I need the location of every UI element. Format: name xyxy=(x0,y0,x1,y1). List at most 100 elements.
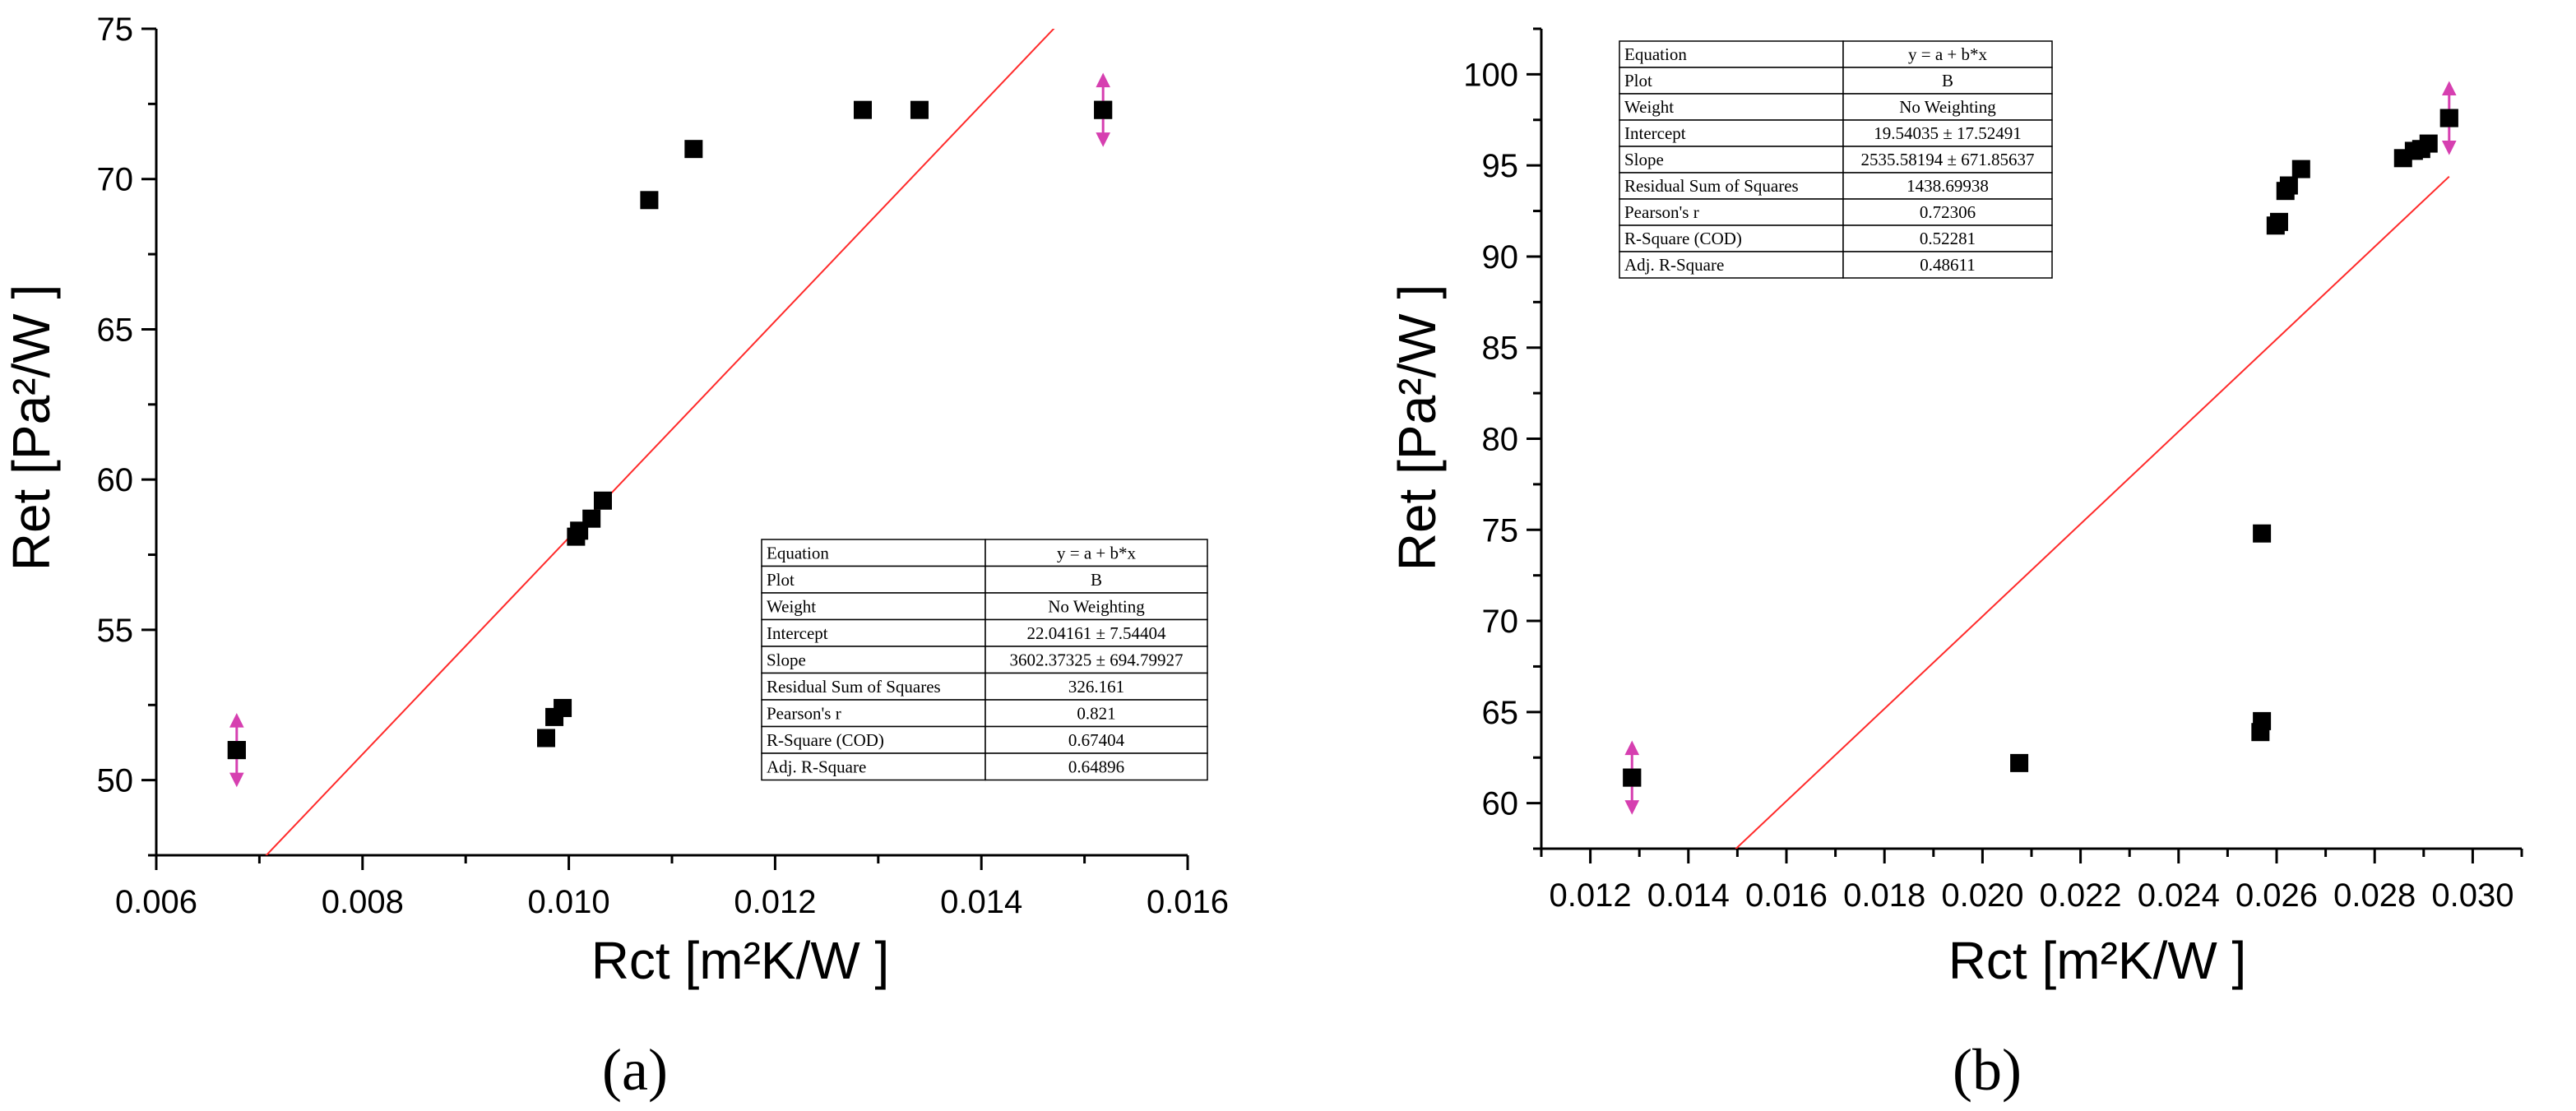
plot-area xyxy=(1623,81,2458,849)
table-cell xyxy=(761,565,986,594)
x-axis-title: Rct [m²K/W ] xyxy=(1948,931,2247,990)
table-row-value: 0.48611 xyxy=(1920,255,1975,275)
table-row-label: Residual Sum of Squares xyxy=(1624,176,1799,196)
x-axis-title: Rct [m²K/W ] xyxy=(591,931,890,990)
table-cell xyxy=(985,539,1208,567)
panel-label: (a) xyxy=(602,1037,668,1103)
plot-area xyxy=(227,29,1113,855)
y-tick-label: 70 xyxy=(97,162,134,198)
table-row-label: Equation xyxy=(1624,44,1687,64)
y-axis-title: Ret [Pa²/W ] xyxy=(1388,285,1447,572)
table-row-value: y = a + b*x xyxy=(1908,44,1988,64)
data-point-highlighted xyxy=(1094,100,1113,119)
y-tick-label: 90 xyxy=(1482,239,1519,275)
x-tick-label: 0.008 xyxy=(322,884,404,920)
data-point xyxy=(2269,212,2288,231)
table-row-label: Pearson's r xyxy=(1624,202,1699,222)
data-point xyxy=(2253,711,2272,730)
table-row-label: Equation xyxy=(767,544,829,563)
chart-panel-a: 0.006 0.008 0.010 0.012 0.014 0.016 50 55 60 65 70… xyxy=(2,12,1229,1103)
table-row-label: Intercept xyxy=(767,623,828,643)
table-row-value: 19.54035 ± 17.52491 xyxy=(1874,123,2022,143)
table-cell xyxy=(761,672,986,701)
table-row-label: R-Square (COD) xyxy=(1624,229,1742,248)
highlight-marker xyxy=(227,712,246,788)
table-row-value: 1438.69938 xyxy=(1907,176,1989,196)
table-cell xyxy=(985,618,1208,647)
fit-stats-table: Equation y = a + b*x Plot B Weight No Weighti… xyxy=(1619,40,2053,279)
table-row-value: 0.821 xyxy=(1077,704,1115,724)
table-cell xyxy=(985,725,1208,754)
y-tick-label: 95 xyxy=(1482,148,1519,184)
data-point xyxy=(582,509,601,528)
arrow-down-icon xyxy=(2441,141,2457,155)
table-row-value: 0.72306 xyxy=(1920,202,1976,222)
table-cell xyxy=(761,539,986,567)
x-tick-label: 0.014 xyxy=(940,884,1022,920)
table-cell xyxy=(1842,146,2053,174)
x-tick-label: 0.014 xyxy=(1647,877,1730,914)
arrow-up-icon xyxy=(2441,81,2457,96)
table-cell xyxy=(1619,40,1844,68)
y-axis-title: Ret [Pa²/W ] xyxy=(2,285,61,572)
table-row-label: Pearson's r xyxy=(767,704,841,724)
table-row-label: Intercept xyxy=(1624,123,1686,143)
x-tick-label: 0.006 xyxy=(115,884,197,920)
x-tick-label: 0.010 xyxy=(528,884,610,920)
table-cell xyxy=(1842,172,2053,200)
data-point xyxy=(2010,753,2029,772)
y-tick-label: 100 xyxy=(1463,57,1518,93)
y-tick-label: 80 xyxy=(1482,422,1519,458)
x-tick-label: 0.016 xyxy=(1147,884,1229,920)
data-point xyxy=(593,491,612,510)
table-row-value: No Weighting xyxy=(1899,97,1996,117)
table-row-value: B xyxy=(1091,570,1102,590)
table-row-value: 0.52281 xyxy=(1920,229,1976,248)
data-point-highlighted xyxy=(227,741,246,760)
x-tick-label: 0.028 xyxy=(2333,877,2416,914)
table-row-value: 0.64896 xyxy=(1068,757,1124,777)
data-point xyxy=(2253,524,2272,543)
table-row-label: R-Square (COD) xyxy=(767,730,884,750)
table-cell xyxy=(1842,93,2053,121)
y-tick-label: 60 xyxy=(1482,786,1519,822)
data-point xyxy=(2279,176,2298,195)
table-cell xyxy=(985,565,1208,594)
data-point xyxy=(640,191,659,210)
chart-panel-b: 0.012 0.014 0.016 0.018 0.020 0.022 0.024 0.026… xyxy=(1388,27,2523,1103)
y-tick-label: 50 xyxy=(97,763,134,799)
table-row-label: Adj. R-Square xyxy=(1624,255,1724,275)
data-point xyxy=(2419,134,2438,153)
arrow-up-icon xyxy=(229,712,244,728)
table-cell xyxy=(761,699,986,728)
data-point xyxy=(910,100,929,119)
table-cell xyxy=(1619,251,1844,279)
table-row-label: Weight xyxy=(767,597,816,617)
data-point xyxy=(537,729,556,748)
arrow-down-icon xyxy=(229,772,244,788)
panel-label: (b) xyxy=(1953,1037,2022,1103)
table-row-value: 2535.58194 ± 671.85637 xyxy=(1860,150,2034,169)
arrow-up-icon xyxy=(1624,740,1640,756)
y-tick-label: 55 xyxy=(97,613,134,649)
x-tick-label: 0.012 xyxy=(734,884,816,920)
y-tick-label: 70 xyxy=(1482,604,1519,640)
table-cell xyxy=(1842,251,2053,279)
table-cell xyxy=(985,752,1208,781)
fit-stats-table: Equation y = a + b*x Plot B Weight No Weighti… xyxy=(761,539,1208,781)
table-cell xyxy=(1619,225,1844,252)
arrow-down-icon xyxy=(1624,800,1640,815)
table-cell xyxy=(761,752,986,781)
table-row-label: Adj. R-Square xyxy=(767,757,866,777)
arrow-up-icon xyxy=(1096,72,1110,88)
x-tick-label: 0.020 xyxy=(1941,877,2023,914)
table-row-value: B xyxy=(1942,71,1953,90)
table-cell xyxy=(761,725,986,754)
x-tick-label: 0.030 xyxy=(2431,877,2513,914)
table-row-value: 0.67404 xyxy=(1068,730,1125,750)
x-tick-label: 0.012 xyxy=(1550,877,1632,914)
x-tick-label: 0.016 xyxy=(1745,877,1828,914)
x-tick-label: 0.018 xyxy=(1843,877,1925,914)
y-tick-label: 85 xyxy=(1482,331,1519,367)
